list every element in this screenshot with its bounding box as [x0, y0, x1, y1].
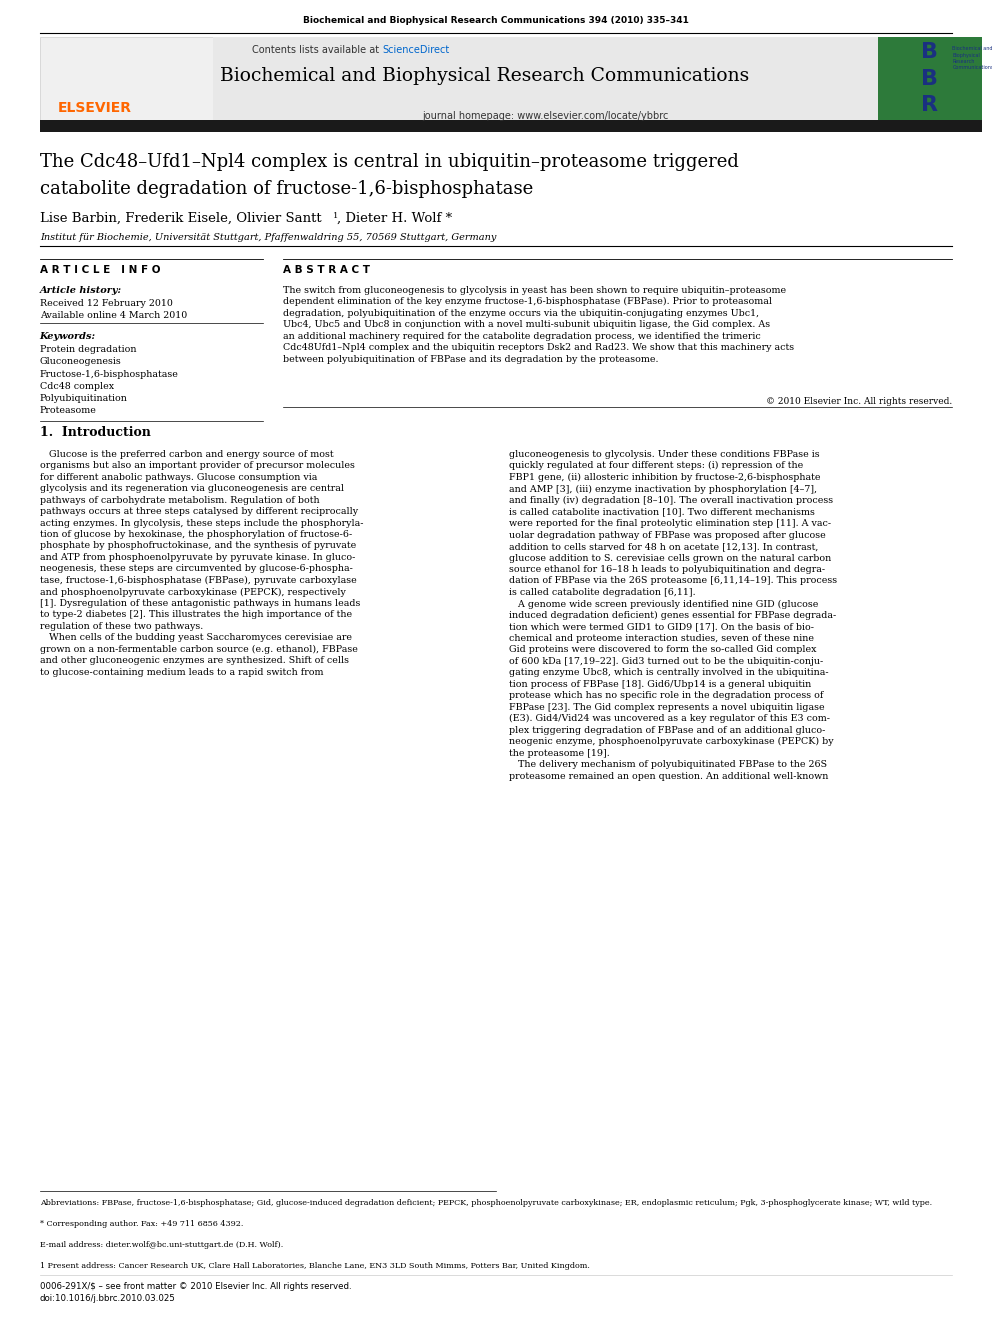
- Text: Protein degradation: Protein degradation: [40, 345, 136, 355]
- Text: Institut für Biochemie, Universität Stuttgart, Pfaffenwaldring 55, 70569 Stuttga: Institut für Biochemie, Universität Stut…: [40, 233, 496, 242]
- Text: Proteasome: Proteasome: [40, 406, 96, 415]
- Text: ScienceDirect: ScienceDirect: [382, 45, 449, 56]
- Text: 1 Present address: Cancer Research UK, Clare Hall Laboratories, Blanche Lane, EN: 1 Present address: Cancer Research UK, C…: [40, 1262, 589, 1270]
- Text: Contents lists available at: Contents lists available at: [252, 45, 382, 56]
- Text: Biochemical and Biophysical Research Communications 394 (2010) 335–341: Biochemical and Biophysical Research Com…: [304, 16, 688, 25]
- Text: 1: 1: [333, 212, 338, 220]
- Text: gluconeogenesis to glycolysis. Under these conditions FBPase is
quickly regulate: gluconeogenesis to glycolysis. Under the…: [509, 450, 837, 781]
- Text: catabolite degradation of fructose-1,6-bisphosphatase: catabolite degradation of fructose-1,6-b…: [40, 180, 533, 198]
- Text: © 2010 Elsevier Inc. All rights reserved.: © 2010 Elsevier Inc. All rights reserved…: [766, 397, 952, 406]
- Text: The switch from gluconeogenesis to glycolysis in yeast has been shown to require: The switch from gluconeogenesis to glyco…: [283, 286, 794, 364]
- Text: E-mail address: dieter.wolf@bc.uni-stuttgart.de (D.H. Wolf).: E-mail address: dieter.wolf@bc.uni-stutt…: [40, 1241, 283, 1249]
- Text: Fructose-1,6-bisphosphatase: Fructose-1,6-bisphosphatase: [40, 369, 179, 378]
- Text: 0006-291X/$ – see front matter © 2010 Elsevier Inc. All rights reserved.: 0006-291X/$ – see front matter © 2010 El…: [40, 1282, 351, 1291]
- Text: B: B: [921, 69, 938, 89]
- Text: journal homepage: www.elsevier.com/locate/ybbrc: journal homepage: www.elsevier.com/locat…: [423, 111, 669, 122]
- Text: Article history:: Article history:: [40, 286, 122, 295]
- Text: * Corresponding author. Fax: +49 711 6856 4392.: * Corresponding author. Fax: +49 711 685…: [40, 1220, 243, 1228]
- FancyBboxPatch shape: [40, 37, 213, 122]
- Text: Polyubiquitination: Polyubiquitination: [40, 394, 128, 404]
- Text: Biochemical and
Biophysical
Research
Communications: Biochemical and Biophysical Research Com…: [952, 46, 992, 70]
- Text: Gluconeogenesis: Gluconeogenesis: [40, 357, 121, 366]
- FancyBboxPatch shape: [878, 37, 982, 122]
- FancyBboxPatch shape: [40, 120, 982, 132]
- Text: A B S T R A C T: A B S T R A C T: [283, 265, 370, 275]
- Text: , Dieter H. Wolf *: , Dieter H. Wolf *: [337, 212, 452, 225]
- Text: B: B: [921, 42, 938, 62]
- Text: Available online 4 March 2010: Available online 4 March 2010: [40, 311, 186, 320]
- Text: R: R: [921, 95, 938, 115]
- Text: Lise Barbin, Frederik Eisele, Olivier Santt: Lise Barbin, Frederik Eisele, Olivier Sa…: [40, 212, 325, 225]
- Text: Glucose is the preferred carbon and energy source of most
organisms but also an : Glucose is the preferred carbon and ener…: [40, 450, 363, 677]
- Text: 1.  Introduction: 1. Introduction: [40, 426, 151, 439]
- Text: doi:10.1016/j.bbrc.2010.03.025: doi:10.1016/j.bbrc.2010.03.025: [40, 1294, 176, 1303]
- Text: ELSEVIER: ELSEVIER: [58, 101, 132, 115]
- Text: Cdc48 complex: Cdc48 complex: [40, 382, 114, 390]
- Text: A R T I C L E   I N F O: A R T I C L E I N F O: [40, 265, 160, 275]
- FancyBboxPatch shape: [213, 37, 878, 122]
- Text: Keywords:: Keywords:: [40, 332, 96, 341]
- Text: The Cdc48–Ufd1–Npl4 complex is central in ubiquitin–proteasome triggered: The Cdc48–Ufd1–Npl4 complex is central i…: [40, 153, 739, 172]
- Text: Biochemical and Biophysical Research Communications: Biochemical and Biophysical Research Com…: [220, 67, 750, 86]
- Text: Received 12 February 2010: Received 12 February 2010: [40, 299, 173, 308]
- Text: Abbreviations: FBPase, fructose-1,6-bisphosphatase; Gid, glucose-induced degrada: Abbreviations: FBPase, fructose-1,6-bisp…: [40, 1199, 931, 1207]
